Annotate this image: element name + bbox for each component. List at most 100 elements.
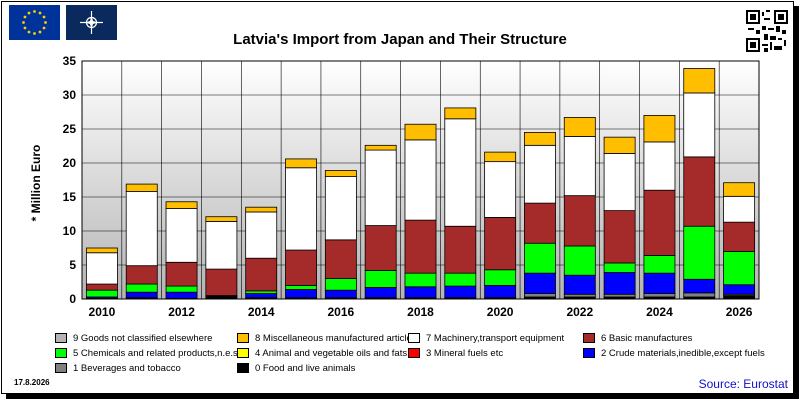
legend-item: 2 Crude materials,inedible,except fuels [583,348,765,360]
bar-segment-2014-s8 [245,206,278,213]
bar-segment-2026-s2 [723,284,756,295]
bar-segment-2011-s5 [125,283,158,293]
bar-segment-2023-s5 [603,262,636,273]
bar-segment-2010-s6 [85,283,118,291]
bars [85,68,756,300]
bar-segment-2020-s7 [484,161,517,218]
x-tick-label: 2022 [566,305,593,319]
bar-segment-2020-s6 [484,216,517,271]
eu-star [33,10,36,13]
bar-segment-2022-s1 [563,293,596,298]
bar-stack-2011 [125,183,158,300]
bar-segment-2018-s8 [404,123,437,141]
bar-segment-2017-s8 [364,144,397,151]
legend-swatch [583,333,595,343]
bar-stack-2016 [324,170,357,300]
bar-segment-2015-s2 [285,289,317,299]
bar-segment-2025-s7 [683,92,716,158]
bar-stack-2022 [563,117,596,300]
bar-segment-2023-s6 [603,210,636,264]
bar-stack-2017 [364,144,397,300]
bar-segment-2011-s2 [125,291,158,299]
source-link[interactable]: Source: Eurostat [698,377,788,391]
legend-label: 4 Animal and vegetable oils and fats [255,348,408,359]
x-tick-label: 2020 [487,305,514,319]
legend-item: 8 Miscellaneous manufactured articles [237,333,417,345]
bar-segment-2019-s8 [444,107,477,120]
bar-stack-2014 [245,206,278,300]
x-tick-label: 2026 [726,305,753,319]
bar-segment-2018-s6 [404,219,437,274]
legend-item: 5 Chemicals and related products,n.e.s. [55,348,240,360]
legend-item: 1 Beverages and tobacco [55,363,181,375]
bar-segment-2023-s8 [603,136,636,154]
bar-segment-2016-s8 [324,170,357,177]
legend-label: 6 Basic manufactures [601,333,693,344]
legend-item: 3 Mineral fuels etc [408,348,503,360]
bar-segment-2017-s6 [364,225,397,271]
bar-segment-2015-s8 [285,158,317,169]
bar-segment-2011-s8 [125,183,158,192]
bar-segment-2026-s6 [723,221,756,252]
bar-segment-2019-s7 [444,118,477,227]
bar-segment-2014-s2 [245,293,278,299]
bar-segment-2012-s6 [165,261,198,287]
bar-segment-2024-s6 [643,189,676,256]
y-tick-label: 30 [63,88,77,102]
bar-segment-2023-s2 [603,272,636,295]
bar-segment-2021-s1 [524,293,556,298]
bar-segment-2021-s5 [524,242,556,274]
bar-stack-2021 [524,131,556,300]
eu-star [23,15,27,19]
bar-segment-2022-s5 [563,245,596,276]
bar-segment-2017-s7 [364,149,397,226]
frame-shadow-right [794,6,799,396]
bar-segment-2026-s8 [723,182,756,197]
bar-segment-2021-s8 [524,131,556,146]
bar-segment-2012-s7 [165,208,198,263]
legend-label: 5 Chemicals and related products,n.e.s. [73,348,241,359]
bar-segment-2024-s2 [643,272,676,294]
bar-segment-2026-s5 [723,250,756,286]
bar-segment-2019-s2 [444,285,477,299]
legend-label: 0 Food and live animals [255,363,356,374]
legend-item: 7 Machinery,transport equipment [408,333,564,345]
x-tick-label: 2010 [89,305,116,319]
legend-label: 8 Miscellaneous manufactured articles [255,333,417,344]
legend-label: 9 Goods not classified elsewhere [73,333,213,344]
bar-segment-2015-s7 [285,167,317,251]
bar-segment-2024-s5 [643,255,676,274]
bar-segment-2018-s5 [404,272,437,288]
legend-item: 0 Food and live animals [237,363,355,375]
bar-segment-2024-s1 [643,293,676,298]
bar-segment-2016-s6 [324,239,357,279]
bar-segment-2016-s5 [324,278,357,291]
nato-flag-icon [66,5,117,40]
bar-segment-2021-s7 [524,144,556,204]
bar-segment-2023-s1 [603,293,636,298]
bar-segment-2014-s6 [245,257,278,292]
legend-swatch [55,363,67,373]
y-tick-label: 35 [63,54,77,68]
bar-segment-2025-s1 [683,292,716,298]
bar-stack-2020 [484,151,517,300]
y-axis-label: * Million Euro [29,145,43,222]
legend-swatch [237,333,249,343]
x-tick-label: 2024 [646,305,673,319]
frame-shadow-bottom [6,394,799,399]
eu-star [27,30,31,34]
bar-segment-2020-s5 [484,269,517,286]
y-axis: 0 5 10 15 20 25 30 35 [63,54,77,306]
bar-segment-2026-s7 [723,195,756,223]
x-tick-label: 2012 [168,305,195,319]
bar-segment-2021-s2 [524,272,556,294]
bar-segment-2021-s6 [524,202,556,244]
bar-stack-2026 [723,182,756,300]
bar-segment-2017-s2 [364,287,397,299]
bar-segment-2016-s2 [324,289,357,299]
bar-segment-2016-s7 [324,176,357,241]
bar-stack-2013 [205,216,238,300]
bar-segment-2012-s2 [165,291,198,299]
bar-stack-2019 [444,107,477,300]
